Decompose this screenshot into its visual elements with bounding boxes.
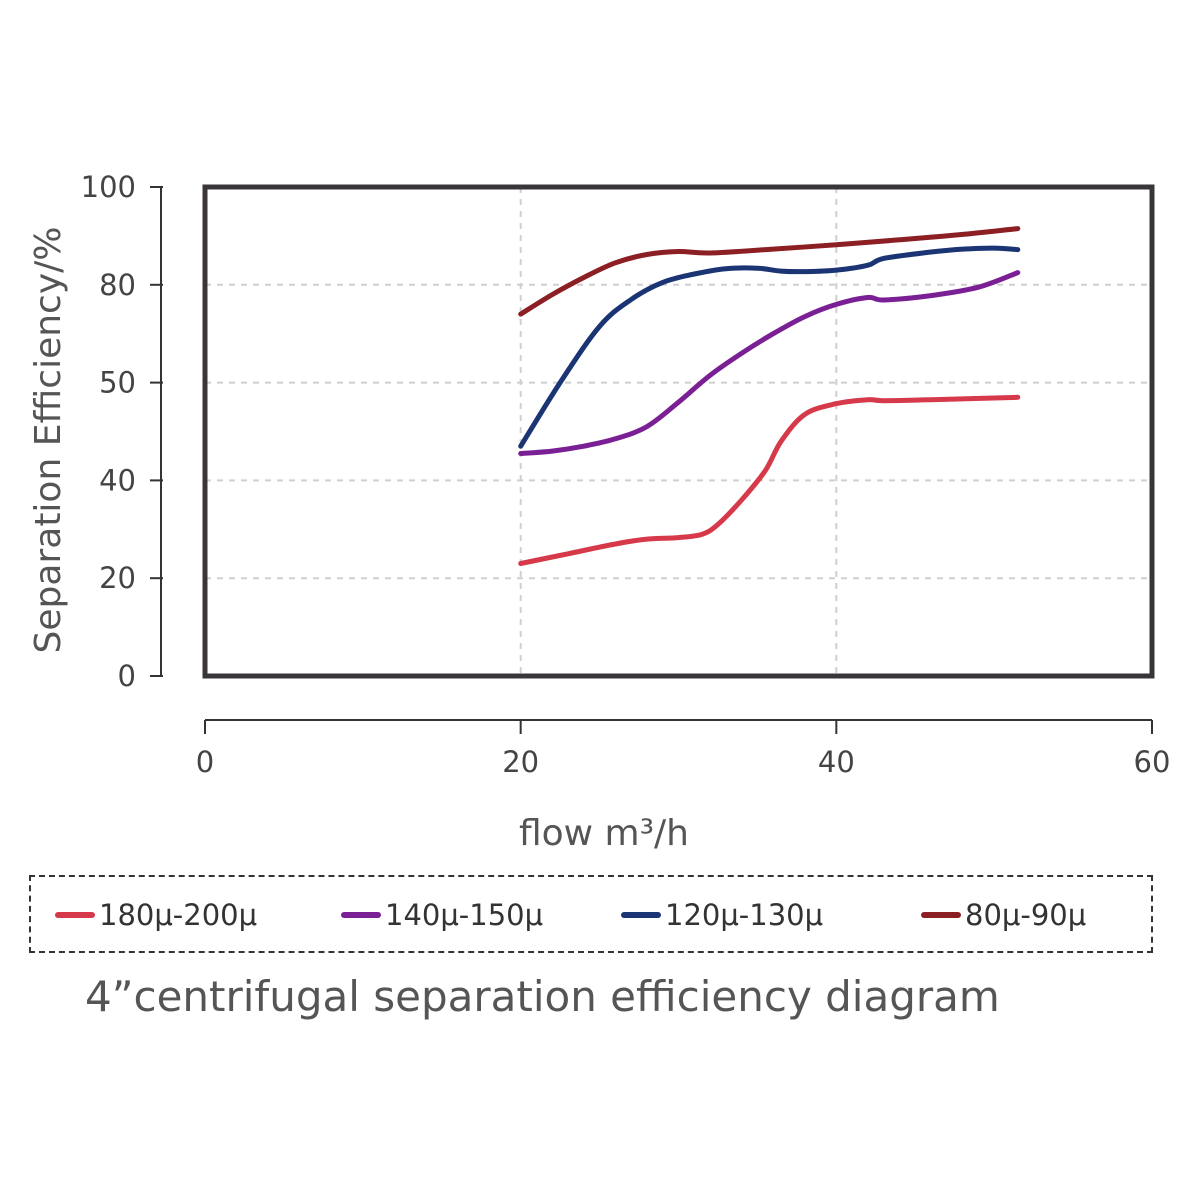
series-line-1: [518, 270, 1021, 456]
series-lines: [518, 226, 1021, 566]
y-tick-label: 20: [99, 561, 136, 595]
legend-label: 140μ-150μ: [385, 898, 544, 932]
x-tick-label: 0: [196, 745, 214, 779]
legend: 180μ-200μ 140μ-150μ 120μ-130μ 80μ-90μ: [29, 875, 1153, 953]
x-axis: 0 20 40 60: [196, 719, 1171, 779]
legend-label: 80μ-90μ: [965, 898, 1087, 932]
y-tick-label: 0: [118, 659, 136, 693]
legend-label: 180μ-200μ: [99, 898, 258, 932]
x-tick-label: 60: [1134, 745, 1171, 779]
legend-item-140-150: 140μ-150μ: [341, 898, 544, 932]
y-tick-label: 100: [81, 170, 136, 204]
grid-lines: [205, 187, 1152, 676]
legend-swatch: [921, 912, 961, 918]
legend-item-80-90: 80μ-90μ: [921, 898, 1087, 932]
legend-label: 120μ-130μ: [665, 898, 824, 932]
y-axis-title: Separation Efficiency/%: [28, 227, 69, 654]
plot-frame: [202, 184, 1155, 679]
series-line-0: [518, 394, 1021, 566]
legend-swatch: [341, 912, 381, 918]
chart-caption: 4”centrifugal separation efficiency diag…: [85, 972, 1000, 1021]
x-tick-label: 20: [502, 745, 539, 779]
y-tick-label: 50: [99, 366, 136, 400]
x-tick-label: 40: [818, 745, 855, 779]
y-tick-label: 80: [99, 268, 136, 302]
series-line-2: [518, 245, 1021, 449]
series-line-3: [518, 226, 1021, 317]
legend-item-120-130: 120μ-130μ: [621, 898, 824, 932]
legend-swatch: [55, 912, 95, 918]
x-axis-title: flow m³/h: [519, 813, 689, 854]
y-tick-label: 40: [99, 463, 136, 497]
legend-item-180-200: 180μ-200μ: [55, 898, 258, 932]
y-axis: 0 20 40 50 80 100: [81, 170, 163, 693]
legend-swatch: [621, 912, 661, 918]
